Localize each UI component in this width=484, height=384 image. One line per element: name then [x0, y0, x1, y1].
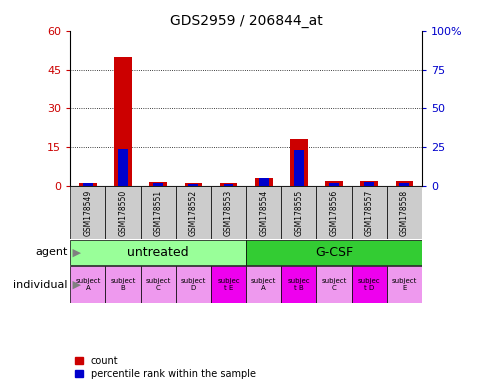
Text: ▶: ▶ — [69, 247, 81, 257]
Text: subject
A: subject A — [75, 278, 100, 291]
Text: agent: agent — [35, 247, 68, 257]
FancyBboxPatch shape — [175, 266, 211, 303]
Text: GSM178556: GSM178556 — [329, 189, 338, 236]
Text: GSM178549: GSM178549 — [83, 189, 92, 236]
Bar — [325, 181, 342, 186]
Text: GSM178557: GSM178557 — [364, 189, 373, 236]
FancyBboxPatch shape — [386, 186, 421, 239]
Bar — [149, 182, 166, 186]
FancyBboxPatch shape — [245, 240, 421, 265]
Text: subject
C: subject C — [321, 278, 346, 291]
Bar — [255, 178, 272, 186]
FancyBboxPatch shape — [70, 186, 105, 239]
Text: individual: individual — [14, 280, 68, 290]
Text: GSM178555: GSM178555 — [294, 189, 303, 236]
Bar — [293, 150, 303, 186]
Bar — [118, 149, 128, 186]
Text: GSM178554: GSM178554 — [258, 189, 268, 236]
FancyBboxPatch shape — [175, 186, 211, 239]
Text: subjec
t E: subjec t E — [217, 278, 240, 291]
Bar — [223, 184, 233, 186]
Text: G-CSF: G-CSF — [314, 246, 352, 259]
Text: ▶: ▶ — [69, 280, 81, 290]
Text: subject
E: subject E — [391, 278, 416, 291]
Text: untreated: untreated — [127, 246, 189, 259]
Bar — [258, 178, 268, 186]
FancyBboxPatch shape — [211, 186, 245, 239]
Legend: count, percentile rank within the sample: count, percentile rank within the sample — [75, 356, 255, 379]
Bar — [399, 183, 408, 186]
Bar — [188, 184, 198, 186]
Bar — [83, 183, 92, 186]
FancyBboxPatch shape — [316, 186, 351, 239]
FancyBboxPatch shape — [211, 266, 245, 303]
Bar — [289, 139, 307, 186]
FancyBboxPatch shape — [316, 266, 351, 303]
Text: GSM178552: GSM178552 — [188, 189, 197, 235]
FancyBboxPatch shape — [281, 266, 316, 303]
Text: subject
A: subject A — [251, 278, 276, 291]
FancyBboxPatch shape — [245, 186, 281, 239]
Text: GSM178550: GSM178550 — [118, 189, 127, 236]
Bar — [395, 181, 412, 186]
FancyBboxPatch shape — [281, 186, 316, 239]
Text: subject
D: subject D — [181, 278, 206, 291]
FancyBboxPatch shape — [70, 240, 245, 265]
Text: subject
B: subject B — [110, 278, 136, 291]
Text: subjec
t D: subjec t D — [357, 278, 380, 291]
FancyBboxPatch shape — [245, 266, 281, 303]
Bar — [184, 183, 202, 186]
FancyBboxPatch shape — [351, 186, 386, 239]
FancyBboxPatch shape — [105, 186, 140, 239]
FancyBboxPatch shape — [351, 266, 386, 303]
Bar — [329, 183, 338, 186]
Bar — [219, 183, 237, 186]
Bar — [153, 183, 163, 186]
FancyBboxPatch shape — [140, 266, 175, 303]
FancyBboxPatch shape — [70, 266, 105, 303]
FancyBboxPatch shape — [140, 186, 175, 239]
FancyBboxPatch shape — [105, 266, 140, 303]
Text: subjec
t B: subjec t B — [287, 278, 310, 291]
Bar — [114, 56, 132, 186]
FancyBboxPatch shape — [386, 266, 421, 303]
Bar — [79, 183, 96, 186]
Text: GSM178551: GSM178551 — [153, 189, 163, 235]
Bar — [363, 182, 373, 186]
Text: GSM178553: GSM178553 — [224, 189, 233, 236]
Text: GSM178558: GSM178558 — [399, 189, 408, 235]
Bar — [360, 181, 377, 186]
Title: GDS2959 / 206844_at: GDS2959 / 206844_at — [169, 14, 322, 28]
Text: subject
C: subject C — [145, 278, 170, 291]
